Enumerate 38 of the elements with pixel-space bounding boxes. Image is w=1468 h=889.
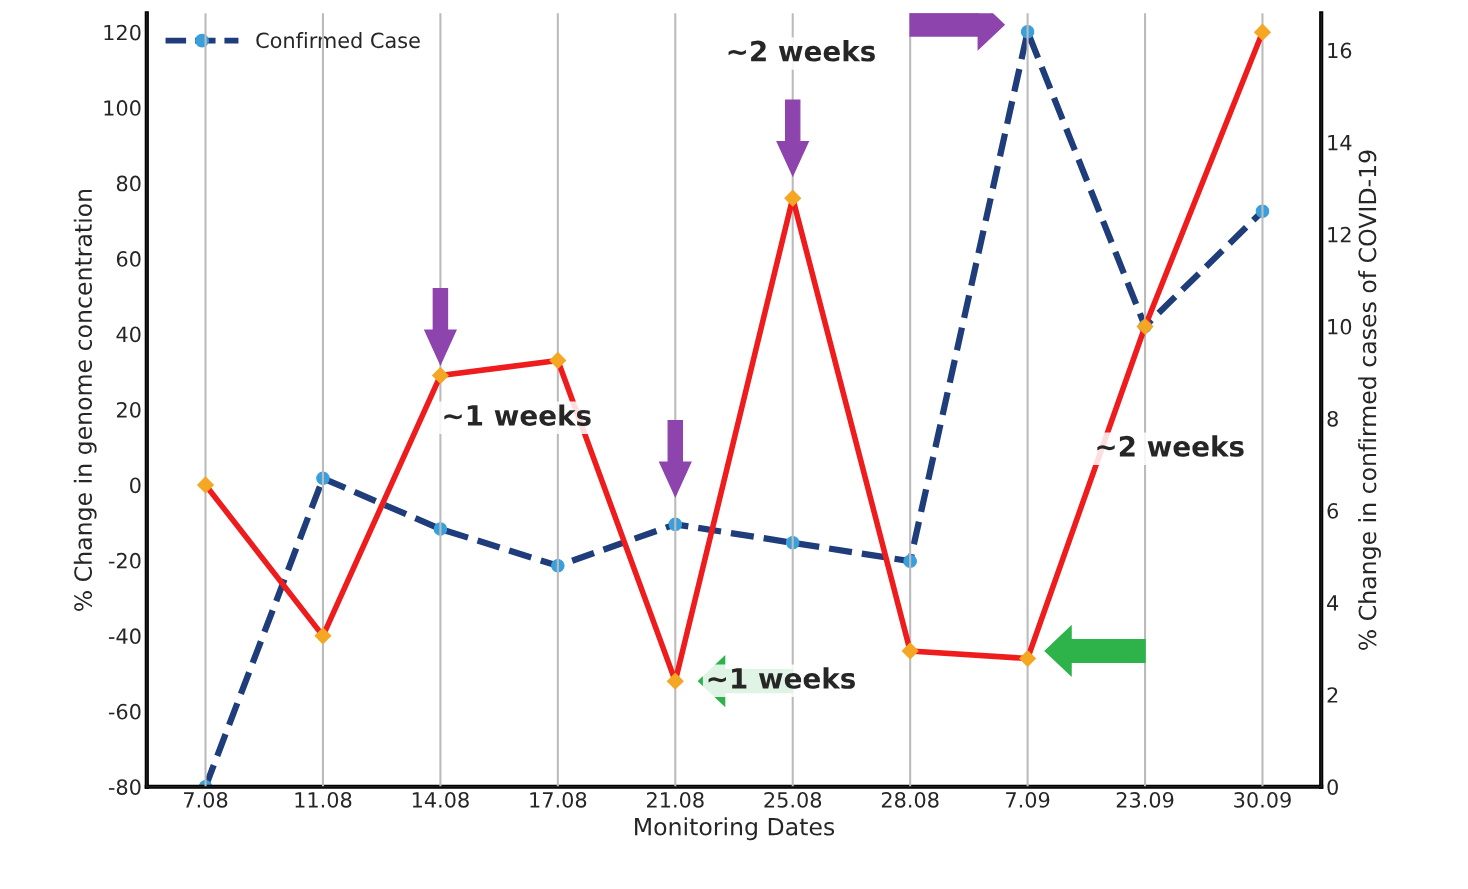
annotation: ~1 weeks: [708, 667, 855, 689]
y2-tick-label: 16: [1328, 42, 1352, 59]
x-tick-label: 23.09: [1116, 791, 1174, 808]
y-tick-label: 80: [116, 175, 141, 192]
y-tick-label: 20: [116, 401, 141, 418]
y2-tick-label: 10: [1328, 318, 1352, 335]
x-tick-label: 11.08: [295, 791, 352, 808]
x-tick-label: 7.08: [184, 791, 228, 808]
y-tick-label: -40: [108, 628, 141, 645]
y2-tick-label: 4: [1327, 595, 1339, 611]
y-tick-label: 100: [104, 100, 141, 116]
annotation: ~2 weeks: [728, 40, 875, 62]
x-axis-title: Monitoring Dates: [635, 817, 835, 841]
y-tick-label: -20: [108, 552, 141, 569]
x-tick-label: 7.09: [1006, 791, 1050, 808]
annotation: ~2 weeks: [1097, 435, 1244, 457]
y2-tick-label: 6: [1327, 502, 1338, 519]
y-axis-title: % Change in genome concentration: [73, 189, 97, 611]
annotation: ~1 weeks: [444, 404, 591, 426]
y2-tick-label: 12: [1328, 226, 1351, 243]
y2-tick-label: 14: [1328, 134, 1352, 151]
x-tick-label: 21.08: [646, 791, 704, 808]
y-tick-label: 40: [116, 326, 141, 343]
y-tick-label: -60: [108, 703, 141, 720]
legend-label: Confirmed Case: [256, 32, 420, 49]
y-tick-label: 0: [130, 477, 141, 494]
y2-axis-title: % Change in confirmed cases of COVID-19: [1358, 150, 1381, 650]
x-tick-label: 17.08: [530, 791, 587, 808]
y-tick-label: 120: [104, 24, 141, 41]
y2-tick-label: 0: [1327, 779, 1338, 795]
y-tick-label: 60: [116, 251, 141, 267]
y2-tick-label: 2: [1327, 687, 1338, 703]
x-tick-label: 25.08: [764, 791, 822, 808]
x-tick-label: 28.08: [881, 791, 939, 808]
x-tick-label: 14.08: [412, 791, 469, 808]
y-tick-label: -80: [108, 779, 141, 795]
x-tick-label: 30.09: [1234, 791, 1291, 808]
y2-tick-label: 8: [1327, 410, 1338, 427]
